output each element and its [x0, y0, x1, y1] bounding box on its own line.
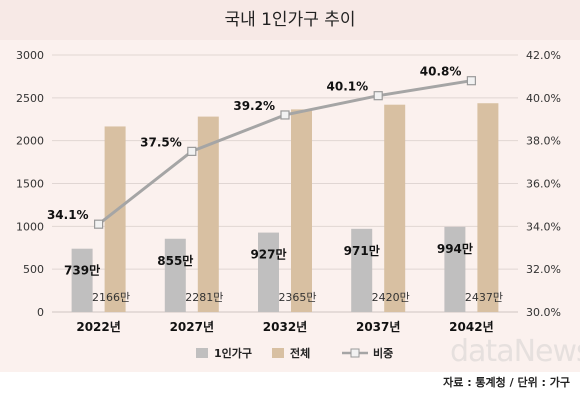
bar-total-household — [384, 104, 406, 312]
total-household-data-label: 2365만 — [278, 291, 316, 304]
single-household-data-label: 855만 — [157, 253, 193, 268]
x-tick-label: 2037년 — [356, 320, 400, 334]
share-data-label: 34.1% — [47, 208, 89, 222]
y-right-tick-label: 40.0% — [526, 92, 561, 105]
total-household-data-label: 2437만 — [465, 291, 503, 304]
y-right-tick-label: 32.0% — [526, 263, 561, 276]
share-point-marker — [187, 146, 197, 156]
legend-swatch — [196, 348, 208, 358]
single-household-data-label: 971만 — [344, 243, 380, 258]
x-tick-label: 2027년 — [170, 320, 214, 334]
legend-label: 전체 — [290, 346, 310, 360]
share-data-label: 40.8% — [420, 65, 462, 79]
x-tick-label: 2032년 — [263, 320, 307, 334]
watermark-logo: dataNews — [450, 334, 580, 369]
share-data-label: 37.5% — [140, 135, 182, 149]
y-left-tick-label: 1500 — [16, 178, 44, 191]
bar-total-household — [291, 109, 312, 312]
title-bar — [0, 0, 580, 40]
y-left-tick-label: 2500 — [16, 92, 44, 105]
legend-label: 비중 — [373, 346, 393, 360]
legend-swatch — [272, 348, 284, 358]
y-right-tick-label: 30.0% — [526, 306, 561, 319]
share-data-label: 39.2% — [233, 99, 275, 113]
share-point-marker — [280, 110, 290, 120]
y-right-tick-label: 36.0% — [526, 178, 561, 191]
x-tick-label: 2042년 — [449, 320, 493, 334]
bar-single-household — [258, 232, 279, 312]
y-right-tick-label: 42.0% — [526, 49, 561, 62]
single-household-data-label: 739만 — [64, 263, 100, 278]
bar-single-household — [351, 228, 373, 312]
share-line — [97, 79, 472, 226]
share-point-marker — [93, 219, 104, 229]
total-household-data-label: 2420만 — [372, 291, 410, 304]
y-left-tick-label: 1000 — [16, 220, 44, 233]
chart-title: 국내 1인가구 추이 — [224, 10, 356, 30]
total-household-data-label: 2281만 — [185, 291, 223, 304]
single-household-data-label: 927만 — [250, 247, 286, 262]
source-note: 자료 : 통계청 / 단위 : 가구 — [443, 376, 570, 389]
total-household-data-label: 2166만 — [92, 291, 130, 304]
bar-single-household — [164, 238, 186, 312]
y-right-tick-label: 34.0% — [526, 220, 561, 233]
share-point-marker — [373, 91, 383, 101]
bar-total-household — [104, 126, 126, 312]
bar-single-household — [71, 248, 93, 312]
bar-single-household — [444, 226, 466, 312]
legend-label: 1인가구 — [214, 346, 252, 360]
x-tick-label: 2022년 — [76, 320, 120, 334]
legend-marker — [350, 348, 360, 358]
y-left-tick-label: 3000 — [16, 49, 44, 62]
single-household-data-label: 994만 — [437, 241, 473, 256]
y-right-tick-label: 38.0% — [526, 135, 561, 148]
bar-total-household — [477, 103, 499, 312]
y-left-tick-label: 0 — [37, 306, 44, 319]
y-left-tick-label: 2000 — [16, 135, 44, 148]
share-data-label: 40.1% — [327, 80, 369, 94]
bar-total-household — [197, 116, 219, 312]
share-point-marker — [466, 76, 476, 86]
y-left-tick-label: 500 — [23, 263, 44, 276]
